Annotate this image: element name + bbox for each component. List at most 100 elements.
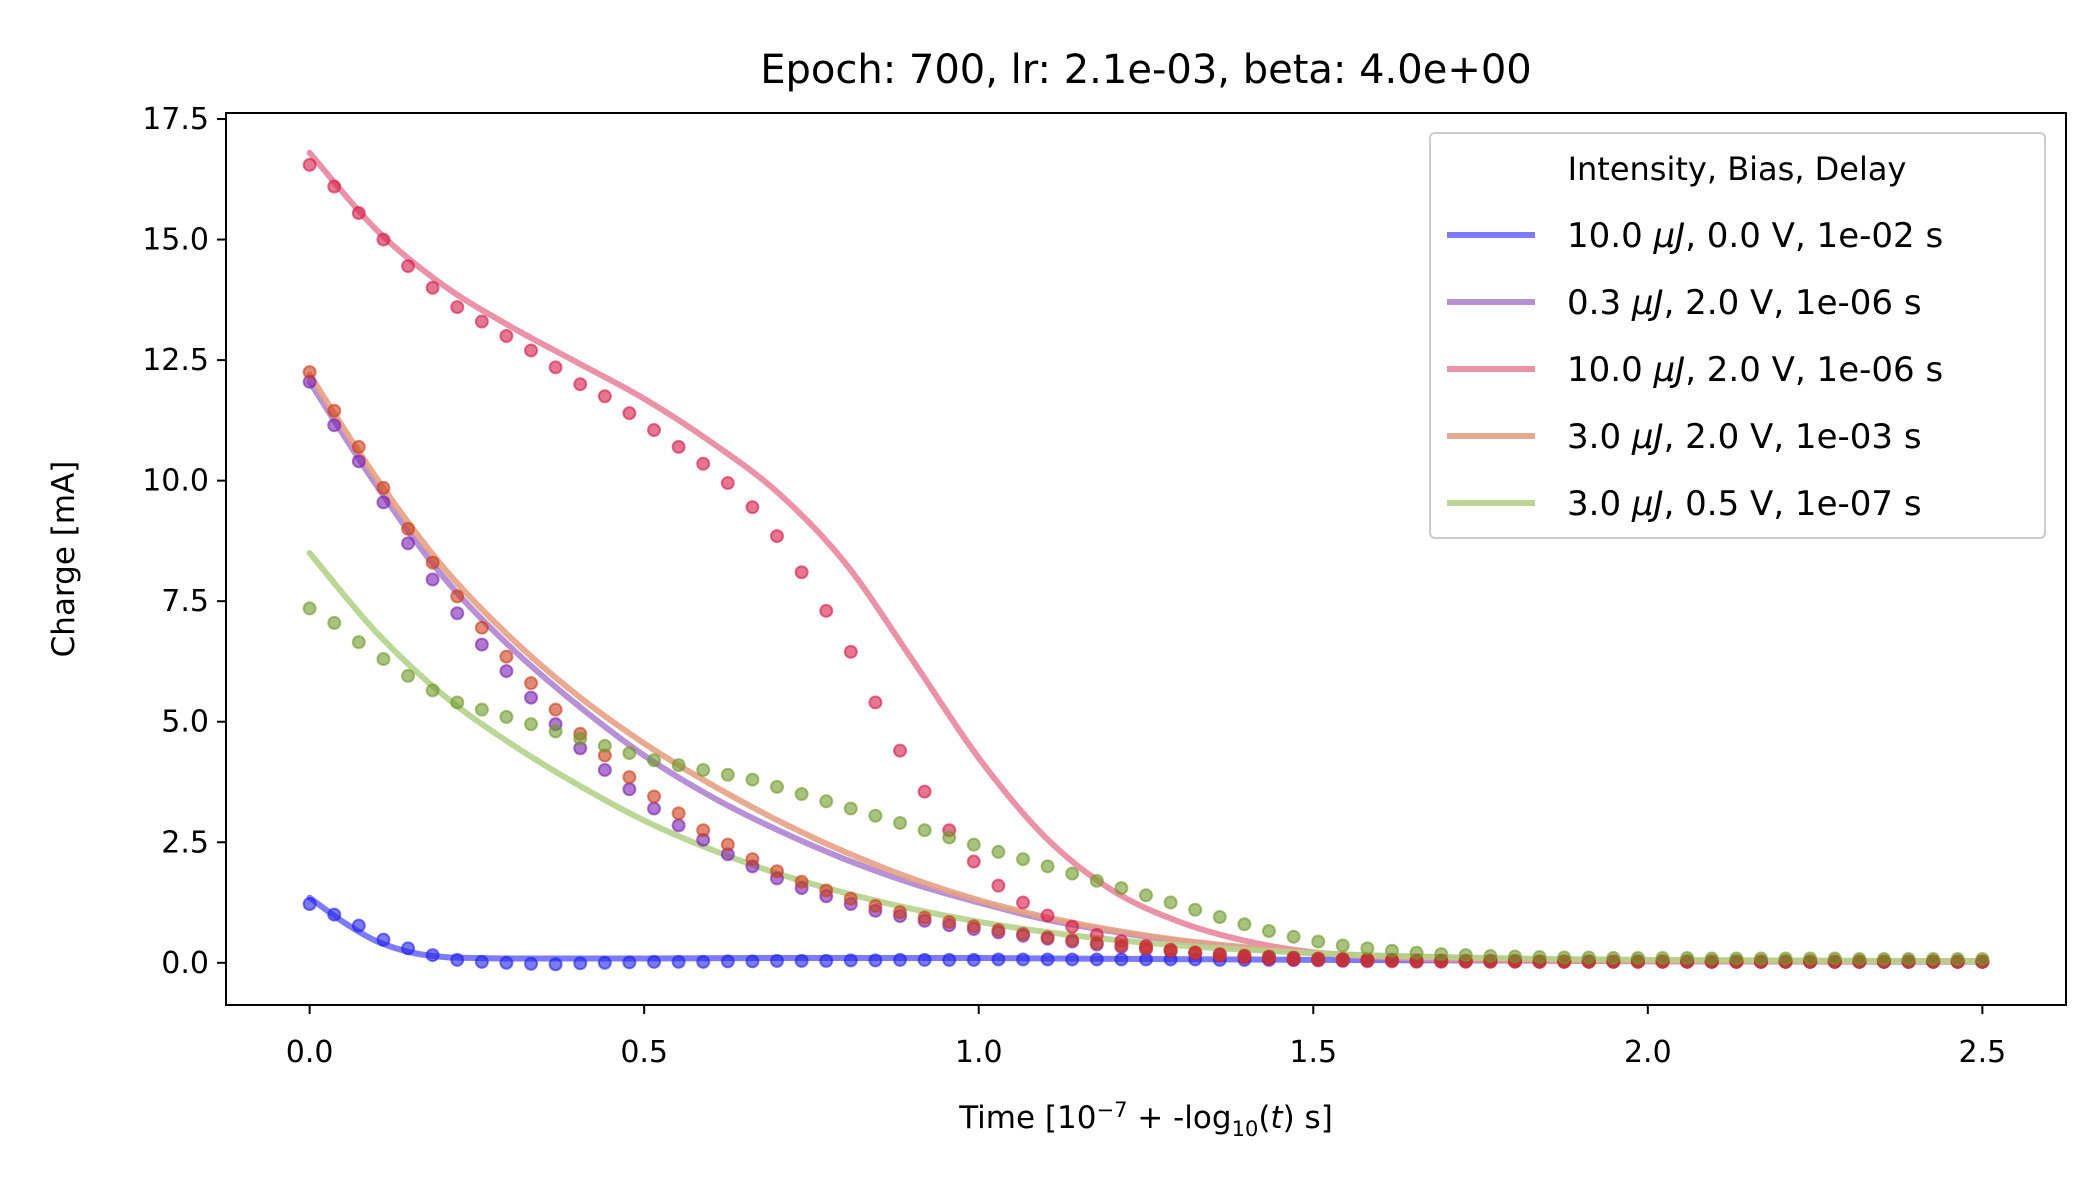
data-point	[1016, 926, 1031, 941]
data-point	[524, 676, 539, 691]
data-point	[647, 801, 662, 816]
data-point	[573, 956, 588, 971]
data-point	[745, 772, 760, 787]
data-point	[499, 955, 514, 970]
data-point	[1065, 866, 1080, 881]
data-point	[1089, 952, 1104, 967]
data-point	[1261, 949, 1276, 964]
data-point	[1901, 951, 1916, 966]
data-point	[401, 521, 416, 536]
data-point	[1163, 895, 1178, 910]
data-point	[1139, 940, 1153, 955]
data-point	[401, 259, 416, 274]
data-point	[1114, 881, 1129, 896]
data-point	[376, 480, 391, 495]
data-point	[302, 157, 317, 172]
data-point	[1384, 943, 1399, 958]
data-point	[474, 637, 489, 652]
data-point	[1114, 952, 1129, 967]
data-point	[1237, 917, 1252, 932]
legend-label: 0.3 μJ, 2.0 V, 1e-06 s	[1567, 283, 1922, 323]
data-point	[499, 329, 514, 343]
data-point	[499, 664, 514, 679]
data-point	[647, 954, 662, 969]
data-point	[696, 456, 711, 471]
data-point	[770, 953, 784, 968]
y-tick-label: 10.0	[142, 464, 209, 499]
data-point	[1016, 895, 1031, 910]
data-point	[1065, 933, 1080, 948]
data-point	[1557, 950, 1572, 965]
x-tick-label: 1.0	[955, 1035, 1003, 1070]
data-point	[966, 837, 981, 852]
data-point	[819, 883, 834, 898]
data-point	[1655, 950, 1670, 965]
data-point	[425, 555, 440, 570]
data-point	[1606, 950, 1621, 965]
data-point	[794, 787, 809, 802]
x-tick-label: 0.0	[286, 1035, 334, 1070]
data-point	[327, 403, 342, 418]
data-point	[942, 830, 957, 845]
data-point	[1261, 923, 1276, 938]
data-point	[573, 377, 588, 392]
data-point	[1803, 951, 1818, 966]
data-point	[474, 620, 489, 635]
data-point	[450, 952, 465, 967]
data-point	[843, 953, 858, 968]
data-point	[1016, 852, 1031, 867]
legend-title: Intensity, Bias, Delay	[1568, 150, 1907, 188]
data-point	[991, 923, 1006, 938]
x-tick-label: 2.0	[1624, 1035, 1672, 1070]
data-point	[351, 635, 366, 650]
data-point	[548, 957, 563, 972]
data-point	[302, 601, 317, 616]
data-point	[893, 743, 908, 758]
data-point	[1729, 951, 1744, 966]
data-point	[548, 724, 563, 739]
data-point	[302, 365, 317, 380]
x-tick-label: 2.5	[1959, 1035, 2007, 1070]
data-point	[597, 762, 612, 777]
data-point	[425, 572, 440, 587]
data-point	[991, 844, 1006, 859]
data-point	[1360, 941, 1375, 956]
legend-label: 10.0 μJ, 2.0 V, 1e-06 s	[1567, 350, 1943, 390]
data-point	[647, 753, 662, 768]
data-point	[843, 891, 858, 906]
data-point	[1778, 951, 1793, 966]
data-point	[573, 731, 588, 746]
data-point	[1852, 951, 1867, 966]
legend-label: 3.0 μJ, 0.5 V, 1e-07 s	[1567, 484, 1922, 524]
y-tick-label: 12.5	[142, 343, 209, 378]
data-point	[327, 907, 342, 922]
data-point	[1753, 951, 1768, 966]
data-point	[1311, 951, 1326, 966]
data-point	[671, 806, 686, 821]
data-point	[450, 589, 465, 604]
y-tick-label: 17.5	[142, 102, 209, 137]
x-tick-label: 0.5	[620, 1035, 668, 1070]
data-point	[1532, 950, 1547, 965]
data-point	[1508, 949, 1522, 964]
series-markers	[302, 157, 1990, 972]
data-point	[1286, 929, 1301, 944]
legend-label: 10.0 μJ, 0.0 V, 1e-02 s	[1567, 216, 1943, 256]
data-point	[819, 794, 834, 809]
data-point	[597, 738, 612, 753]
data-point	[819, 603, 834, 618]
data-point	[401, 536, 416, 551]
y-tick-label: 0.0	[161, 946, 209, 981]
data-point	[794, 953, 809, 968]
data-point	[917, 823, 932, 838]
data-point	[1139, 888, 1153, 903]
data-point	[745, 852, 760, 867]
data-point	[991, 878, 1006, 893]
data-point	[376, 932, 391, 947]
data-point	[1458, 948, 1473, 963]
data-point	[597, 389, 612, 404]
data-point	[1040, 859, 1055, 874]
data-point	[474, 702, 489, 717]
data-point	[696, 954, 711, 969]
data-point	[327, 615, 342, 630]
